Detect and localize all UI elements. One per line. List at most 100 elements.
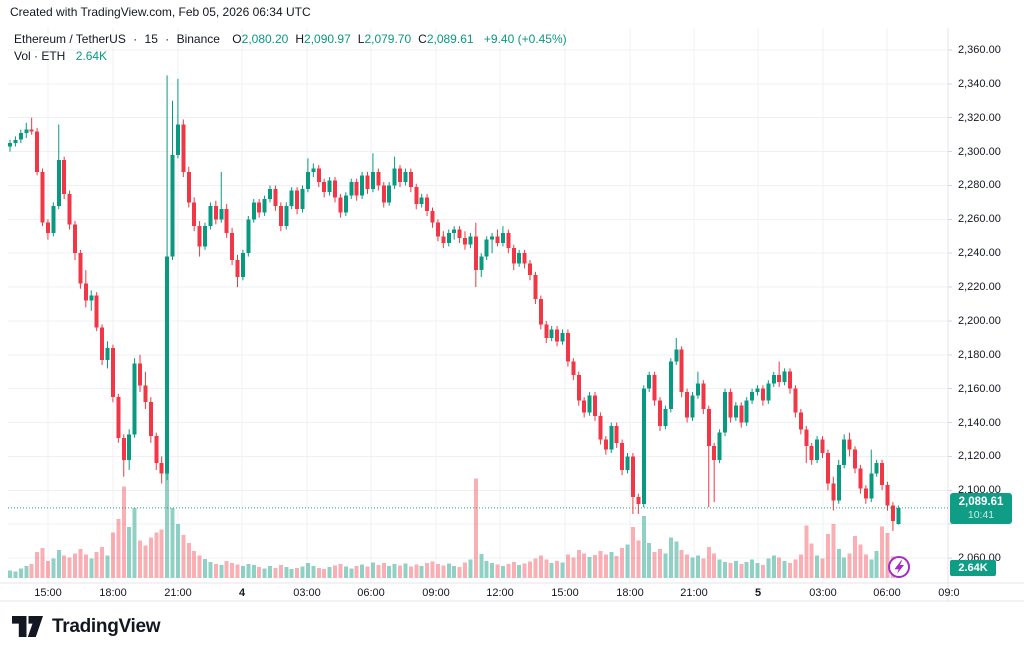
volume-bar — [641, 516, 646, 578]
candle — [203, 226, 207, 247]
symbol-exchange[interactable]: Binance — [176, 32, 220, 46]
volume-bar — [213, 564, 218, 578]
volume-bar — [842, 557, 847, 578]
candle — [825, 453, 830, 484]
candle — [197, 226, 202, 247]
time-axis[interactable]: 15:00 18:00 21:00 4 03:00 06:00 09:00 12:00 15:0… — [0, 583, 959, 601]
candle — [224, 209, 229, 233]
price-axis-label: 2,280.00 — [958, 179, 1001, 192]
volume-bar — [555, 560, 560, 578]
volume-bar — [105, 555, 110, 578]
volume-bar — [143, 545, 148, 578]
volume-bar — [825, 533, 830, 578]
volume-bar — [403, 563, 408, 578]
ohlc-item-value: 2,090.97 — [304, 32, 351, 46]
candle — [571, 361, 576, 376]
candle — [620, 442, 625, 470]
candle — [165, 256, 170, 474]
price-axis[interactable]: 2,060.00 2,100.00 2,120.00 2,140.00 2,160.00… — [948, 28, 1024, 601]
volume-bar — [360, 564, 365, 578]
candle — [305, 171, 310, 189]
candle — [235, 259, 240, 277]
volume-bar — [836, 548, 841, 578]
candle — [398, 168, 402, 183]
candle — [327, 180, 332, 193]
time-axis-label: 09:00 — [422, 587, 450, 599]
candle — [706, 408, 711, 447]
volume-bar — [490, 562, 495, 578]
candle — [289, 190, 294, 206]
volume-bar — [322, 568, 327, 578]
volume-bar — [777, 557, 782, 578]
candle — [674, 349, 679, 362]
candle — [230, 232, 235, 260]
candle — [268, 188, 272, 200]
volume-bar — [100, 546, 105, 578]
volume-bar — [636, 540, 641, 578]
volume-bar — [468, 559, 473, 578]
candle — [295, 190, 300, 210]
volume-bar — [240, 566, 245, 578]
candle — [441, 236, 446, 244]
volume-bar — [863, 554, 868, 578]
volume-bar — [565, 554, 570, 578]
volume-bar — [392, 564, 397, 578]
candle — [517, 253, 522, 264]
candle — [798, 412, 803, 430]
volume-bar — [663, 553, 668, 578]
time-axis-label: 18:00 — [616, 587, 644, 599]
candle — [593, 395, 597, 416]
volume-bar — [571, 557, 576, 578]
candle — [636, 497, 641, 504]
change-value: +9.40 (+0.45%) — [483, 32, 567, 46]
candle — [148, 402, 153, 437]
volume-bar — [419, 566, 424, 578]
candle — [484, 239, 489, 257]
candle — [560, 332, 565, 342]
volume-bar — [343, 566, 348, 578]
time-axis-label: 15:00 — [34, 587, 62, 599]
volume-bar — [89, 558, 94, 578]
volume-bar — [853, 536, 857, 578]
volume-bar — [40, 547, 45, 578]
volume-bar — [587, 557, 592, 578]
volume-bar — [831, 524, 836, 578]
candle — [511, 248, 516, 264]
tradingview-logo-mark — [12, 616, 43, 637]
volume-bar — [73, 553, 77, 578]
volume-bar — [479, 553, 484, 578]
candle — [246, 219, 251, 254]
candle — [435, 222, 440, 237]
volume-bar — [262, 568, 267, 578]
symbol-interval[interactable]: 15 — [144, 32, 158, 46]
volume-bar — [885, 532, 890, 578]
candle — [538, 298, 543, 325]
volume-bar — [858, 544, 863, 578]
volume-bar — [652, 552, 657, 578]
volume-bar — [679, 550, 684, 578]
volume-bar — [110, 532, 115, 578]
ohlc-values: O2,080.20 H2,090.97 L2,079.70 C2,089.61 — [232, 32, 480, 46]
candle — [576, 375, 581, 401]
legend-symbol-row: Ethereum / TetherUS · 15 · Binance O2,08… — [14, 31, 567, 48]
symbol-title[interactable]: Ethereum / TetherUS — [14, 32, 126, 46]
candle — [94, 295, 99, 328]
volume-label[interactable]: Vol · ETH — [14, 49, 66, 63]
price-axis-label: 2,240.00 — [958, 247, 1001, 260]
volume-bar — [771, 555, 776, 578]
candle — [847, 439, 852, 450]
candle — [83, 283, 88, 301]
time-axis-label: 21:00 — [680, 587, 708, 599]
candle — [365, 175, 370, 189]
volume-bar — [452, 566, 457, 578]
volume-bar — [750, 559, 755, 578]
volume-bar — [847, 553, 852, 578]
volume-bar — [712, 553, 717, 578]
volume-bar — [782, 560, 787, 578]
candle — [890, 505, 895, 521]
candle — [565, 332, 570, 362]
volume-bar — [609, 552, 614, 578]
volume-bar — [511, 561, 516, 578]
